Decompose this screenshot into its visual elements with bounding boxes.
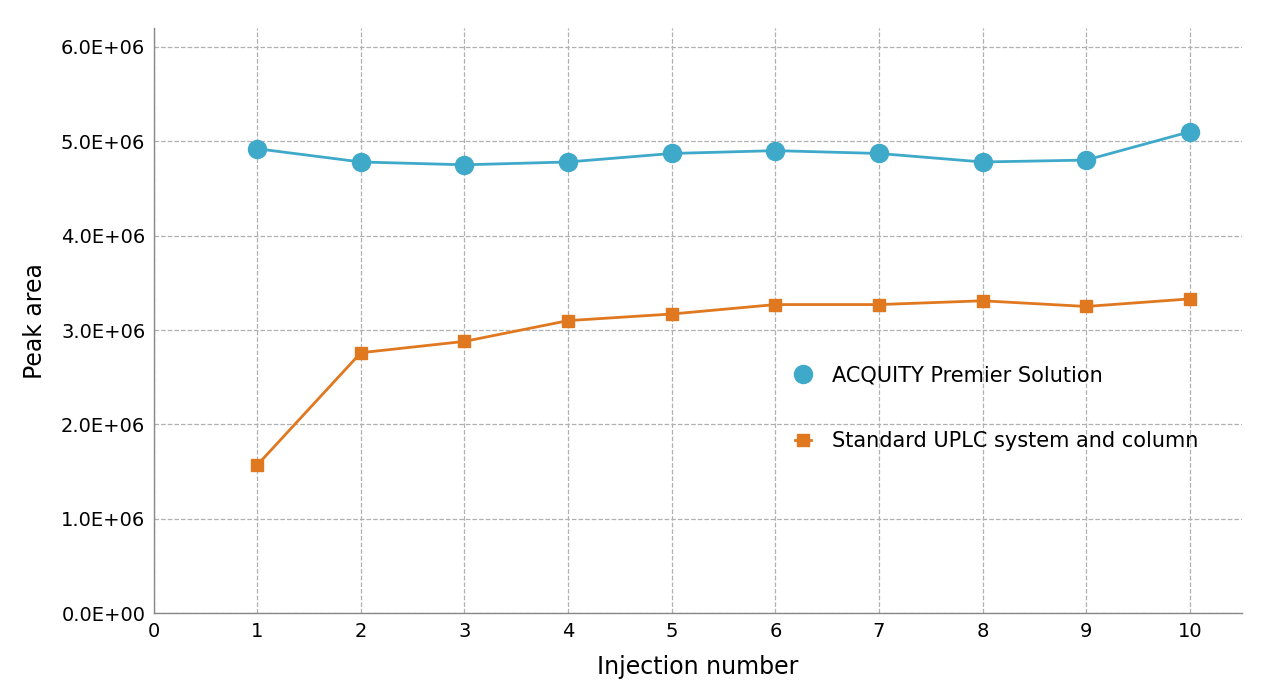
Standard UPLC system and column bbox=[457, 337, 472, 346]
Standard UPLC system and column bbox=[975, 297, 991, 305]
Standard UPLC system and column bbox=[1079, 302, 1094, 311]
Legend: ACQUITY Premier Solution, Standard UPLC system and column: ACQUITY Premier Solution, Standard UPLC … bbox=[795, 365, 1198, 452]
ACQUITY Premier Solution bbox=[561, 158, 576, 166]
ACQUITY Premier Solution bbox=[250, 144, 265, 153]
ACQUITY Premier Solution bbox=[664, 149, 680, 158]
ACQUITY Premier Solution bbox=[1079, 156, 1094, 164]
Standard UPLC system and column bbox=[872, 300, 887, 309]
Standard UPLC system and column bbox=[353, 348, 369, 357]
X-axis label: Injection number: Injection number bbox=[596, 654, 799, 679]
ACQUITY Premier Solution bbox=[353, 158, 369, 166]
ACQUITY Premier Solution bbox=[975, 158, 991, 166]
Standard UPLC system and column bbox=[561, 316, 576, 325]
ACQUITY Premier Solution bbox=[768, 146, 783, 155]
ACQUITY Premier Solution bbox=[457, 160, 472, 169]
ACQUITY Premier Solution bbox=[1183, 128, 1198, 136]
Line: ACQUITY Premier Solution: ACQUITY Premier Solution bbox=[248, 123, 1199, 174]
Standard UPLC system and column bbox=[1183, 295, 1198, 303]
Standard UPLC system and column bbox=[250, 461, 265, 469]
Y-axis label: Peak area: Peak area bbox=[23, 263, 47, 378]
ACQUITY Premier Solution bbox=[872, 149, 887, 158]
Standard UPLC system and column bbox=[768, 300, 783, 309]
Line: Standard UPLC system and column: Standard UPLC system and column bbox=[251, 293, 1196, 471]
Standard UPLC system and column bbox=[664, 310, 680, 319]
